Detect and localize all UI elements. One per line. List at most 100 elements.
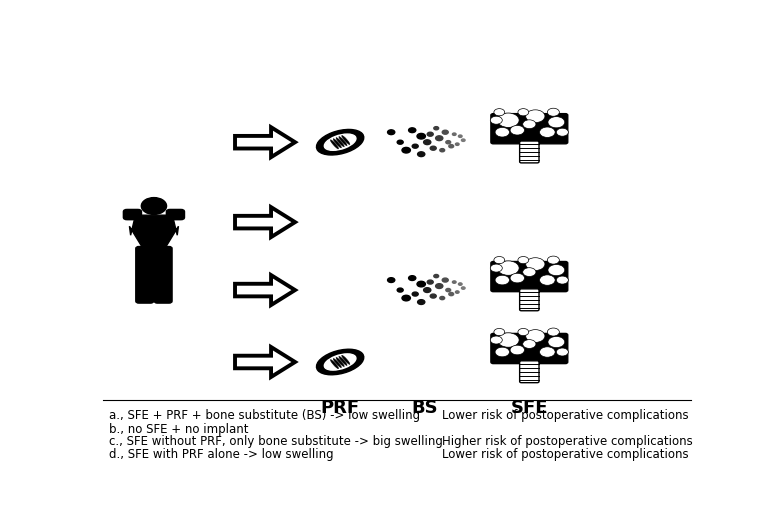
FancyBboxPatch shape	[154, 247, 172, 303]
Circle shape	[397, 288, 403, 292]
Circle shape	[434, 127, 439, 130]
Circle shape	[510, 274, 525, 283]
Circle shape	[427, 132, 433, 136]
FancyBboxPatch shape	[491, 333, 568, 364]
Circle shape	[430, 294, 436, 298]
Circle shape	[424, 140, 431, 145]
Circle shape	[453, 133, 456, 135]
Circle shape	[495, 275, 509, 285]
Ellipse shape	[339, 357, 347, 365]
Circle shape	[539, 347, 555, 357]
Ellipse shape	[316, 349, 363, 375]
FancyBboxPatch shape	[123, 210, 142, 220]
FancyBboxPatch shape	[491, 114, 568, 144]
Circle shape	[434, 275, 439, 278]
Circle shape	[498, 113, 519, 128]
Circle shape	[440, 296, 445, 299]
Circle shape	[408, 276, 416, 280]
Circle shape	[556, 128, 568, 136]
Circle shape	[402, 295, 411, 301]
Circle shape	[548, 117, 565, 128]
Polygon shape	[235, 207, 295, 237]
Text: c., SFE without PRF, only bone substitute -> big swelling: c., SFE without PRF, only bone substitut…	[109, 435, 443, 448]
Circle shape	[539, 275, 555, 285]
Circle shape	[547, 256, 560, 264]
Circle shape	[548, 265, 565, 276]
Polygon shape	[235, 347, 295, 377]
Circle shape	[491, 336, 502, 344]
Circle shape	[456, 143, 459, 145]
Ellipse shape	[339, 136, 347, 146]
Circle shape	[459, 135, 462, 138]
Circle shape	[141, 198, 167, 214]
Ellipse shape	[333, 139, 342, 148]
Circle shape	[556, 348, 568, 356]
Circle shape	[443, 278, 448, 282]
Text: a., SFE + PRF + bone substitute (BS) -> low swelling: a., SFE + PRF + bone substitute (BS) -> …	[109, 409, 420, 422]
Ellipse shape	[330, 140, 339, 149]
Text: Higher risk of postoperative complications: Higher risk of postoperative complicatio…	[443, 435, 693, 448]
Circle shape	[417, 281, 425, 287]
Circle shape	[539, 127, 555, 138]
Circle shape	[495, 128, 509, 137]
Circle shape	[424, 288, 431, 293]
Circle shape	[494, 108, 505, 116]
Circle shape	[525, 258, 545, 270]
Circle shape	[522, 120, 536, 129]
Circle shape	[461, 287, 465, 289]
Circle shape	[408, 128, 416, 133]
Circle shape	[397, 140, 403, 144]
Circle shape	[494, 329, 505, 336]
Circle shape	[418, 299, 425, 305]
Circle shape	[522, 339, 536, 348]
Ellipse shape	[336, 358, 344, 366]
Polygon shape	[129, 215, 178, 249]
Circle shape	[449, 293, 453, 296]
Circle shape	[417, 133, 425, 139]
Circle shape	[461, 139, 465, 141]
Circle shape	[518, 256, 529, 264]
FancyBboxPatch shape	[491, 262, 568, 292]
Circle shape	[525, 330, 545, 343]
Circle shape	[548, 336, 565, 348]
Polygon shape	[235, 127, 295, 157]
Circle shape	[449, 145, 453, 148]
Circle shape	[498, 333, 519, 347]
Circle shape	[518, 108, 529, 116]
Circle shape	[522, 268, 536, 277]
Circle shape	[453, 281, 456, 283]
FancyBboxPatch shape	[136, 247, 153, 303]
Circle shape	[510, 126, 525, 135]
Circle shape	[440, 148, 445, 152]
Circle shape	[436, 284, 443, 289]
Circle shape	[436, 136, 443, 141]
Circle shape	[427, 280, 433, 284]
Ellipse shape	[336, 138, 344, 147]
Ellipse shape	[324, 134, 356, 151]
Text: b., no SFE + no implant: b., no SFE + no implant	[109, 422, 248, 435]
Circle shape	[547, 108, 560, 116]
Text: Lower risk of postoperative complications: Lower risk of postoperative complication…	[443, 409, 689, 422]
Text: d., SFE with PRF alone -> low swelling: d., SFE with PRF alone -> low swelling	[109, 448, 333, 461]
Circle shape	[446, 141, 450, 144]
Ellipse shape	[330, 360, 339, 369]
Circle shape	[459, 283, 462, 285]
Circle shape	[525, 110, 545, 122]
Circle shape	[498, 261, 519, 275]
Polygon shape	[235, 275, 295, 305]
Text: Lower risk of postoperative complications: Lower risk of postoperative complication…	[443, 448, 689, 461]
FancyBboxPatch shape	[520, 289, 539, 311]
Circle shape	[547, 328, 560, 336]
Ellipse shape	[324, 354, 356, 370]
Circle shape	[518, 329, 529, 336]
Ellipse shape	[316, 129, 363, 155]
Circle shape	[491, 116, 502, 124]
Circle shape	[510, 345, 525, 355]
Ellipse shape	[342, 355, 350, 364]
Circle shape	[402, 147, 411, 153]
Circle shape	[443, 130, 448, 134]
Circle shape	[388, 130, 394, 134]
Circle shape	[494, 256, 505, 264]
Circle shape	[556, 276, 568, 284]
FancyBboxPatch shape	[167, 210, 184, 220]
